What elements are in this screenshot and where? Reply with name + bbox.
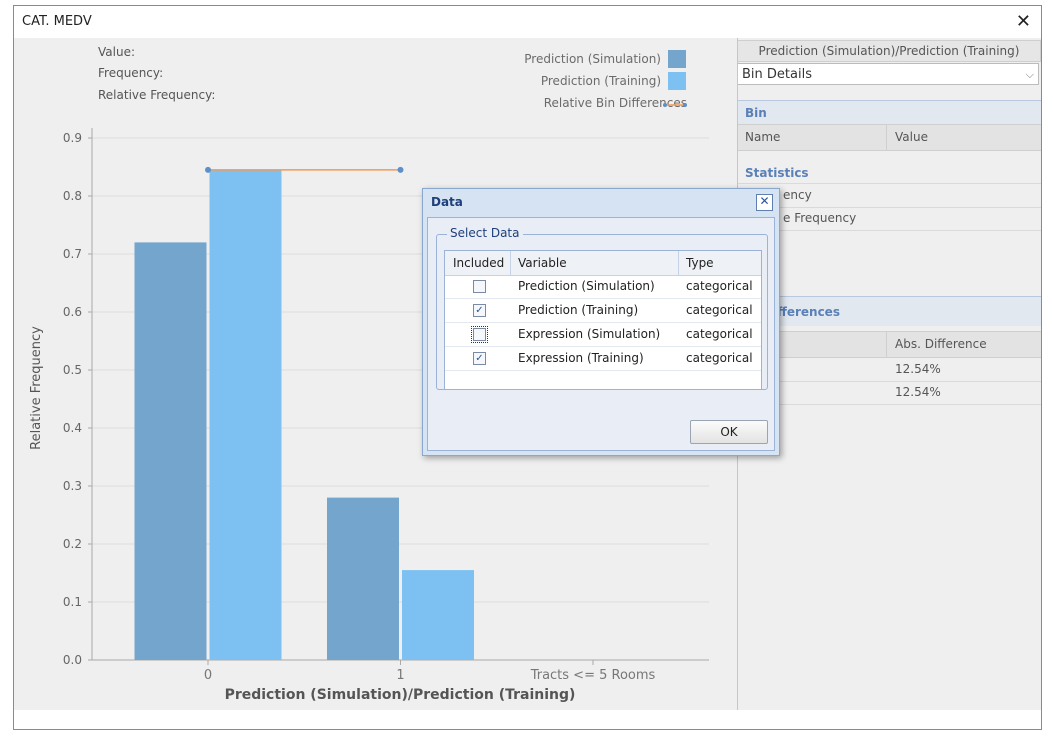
info-frequency-label: Frequency: <box>98 66 164 80</box>
dialog-body: Select Data Included Variable Type Predi… <box>427 217 775 451</box>
chevron-down-icon[interactable]: ⌵ <box>1025 68 1034 81</box>
type-cell: categorical <box>686 351 753 365</box>
type-cell: categorical <box>686 303 753 317</box>
divider <box>737 404 1041 405</box>
y-tick-label: 0.8 <box>63 189 82 203</box>
x-tick-label: Tracts <= 5 Rooms <box>530 668 656 683</box>
legend-label-simulation[interactable]: Prediction (Simulation) <box>524 52 661 66</box>
table-row[interactable]: ✓ Expression (Training) categorical <box>445 347 761 371</box>
variable-cell: Prediction (Training) <box>518 303 639 317</box>
stat-row-frequency: ency <box>783 188 812 202</box>
y-tick-label: 0.9 <box>63 131 82 145</box>
y-tick-label: 0.6 <box>63 305 82 319</box>
variable-cell: Expression (Simulation) <box>518 327 661 341</box>
legend-swatch-training <box>668 72 686 90</box>
ok-button[interactable]: OK <box>690 420 768 444</box>
panel-header: Prediction (Simulation)/Prediction (Trai… <box>737 40 1041 62</box>
data-grid: Included Variable Type Prediction (Simul… <box>444 250 762 390</box>
col-variable[interactable]: Variable <box>518 256 567 270</box>
stat-row-relative-frequency: e Frequency <box>783 211 857 225</box>
table-row[interactable]: ✓ Prediction (Training) categorical <box>445 299 761 323</box>
details-select[interactable]: Bin Details ⌵ <box>737 63 1039 85</box>
bar-chart: 0.0 0.1 0.2 0.3 0.4 0.5 0.6 0.7 0.8 0.9 0 1 Tracts <… <box>29 128 709 703</box>
divider <box>737 230 1041 231</box>
details-panel: Prediction (Simulation)/Prediction (Trai… <box>737 38 1041 710</box>
bin-col-value: Value <box>895 130 928 144</box>
y-tick-label: 0.2 <box>63 537 82 551</box>
bar-simulation <box>327 497 399 660</box>
difference-point <box>397 166 404 173</box>
chart-window: CAT. MEDV ✕ Value: Frequency: Relative F… <box>13 5 1042 730</box>
title-bar: CAT. MEDV ✕ <box>14 6 1041 38</box>
info-relative-frequency-label: Relative Frequency: <box>98 88 216 102</box>
section-statistics: Statistics <box>745 166 809 180</box>
y-tick-label: 0.3 <box>63 479 82 493</box>
close-icon[interactable]: ✕ <box>1015 11 1031 32</box>
y-tick-label: 0.1 <box>63 595 82 609</box>
section-differences: ifferences <box>737 296 1041 326</box>
y-tick-label: 0.4 <box>63 421 82 435</box>
dialog-title: Data <box>431 195 463 209</box>
group-label: Select Data <box>447 226 523 240</box>
info-value-label: Value: <box>98 45 135 59</box>
table-row[interactable]: Prediction (Simulation) categorical <box>445 275 761 299</box>
data-dialog: Data ✕ Select Data Included Variable Typ… <box>422 188 780 456</box>
y-tick-label: 0.5 <box>63 363 82 377</box>
divider <box>737 207 1041 208</box>
dialog-close-icon[interactable]: ✕ <box>756 194 773 211</box>
bar-training <box>209 169 282 660</box>
type-cell: categorical <box>686 279 753 293</box>
included-checkbox[interactable] <box>473 280 486 293</box>
section-bin: Bin <box>737 100 1041 124</box>
x-tick-label: 1 <box>396 668 404 683</box>
x-tick-label: 0 <box>204 668 212 683</box>
y-tick-label: 0.7 <box>63 247 82 261</box>
divider <box>737 381 1041 382</box>
variable-cell: Prediction (Simulation) <box>518 279 655 293</box>
difference-point <box>205 166 211 173</box>
x-axis-label: Prediction (Simulation)/Prediction (Trai… <box>225 687 576 703</box>
bin-col-name: Name <box>745 130 781 144</box>
included-checkbox[interactable]: ✓ <box>473 352 486 365</box>
variable-cell: Expression (Training) <box>518 351 644 365</box>
bin-column-header: Name Value <box>737 124 1041 151</box>
diff-value: 12.54% <box>895 385 941 399</box>
section-differences-label: ifferences <box>773 305 840 319</box>
legend-label-differences[interactable]: Relative Bin Differences <box>543 96 687 110</box>
divider <box>737 183 1041 184</box>
select-data-group: Select Data Included Variable Type Predi… <box>436 226 768 390</box>
details-select-value: Bin Details <box>742 67 812 82</box>
col-included[interactable]: Included <box>453 256 505 270</box>
diff-column-header: Abs. Difference <box>737 331 1041 358</box>
legend-line-differences <box>663 103 687 107</box>
included-checkbox[interactable] <box>471 326 488 343</box>
type-cell: categorical <box>686 327 753 341</box>
y-axis-label: Relative Frequency <box>29 326 44 450</box>
diff-value: 12.54% <box>895 362 941 376</box>
legend-label-training[interactable]: Prediction (Training) <box>540 74 661 88</box>
table-row[interactable]: Expression (Simulation) categorical <box>445 323 761 347</box>
bar-simulation <box>134 242 207 660</box>
window-title: CAT. MEDV <box>22 14 92 29</box>
y-tick-label: 0.0 <box>63 653 82 667</box>
bar-training <box>402 570 474 660</box>
col-type[interactable]: Type <box>686 256 714 270</box>
included-checkbox[interactable]: ✓ <box>473 304 486 317</box>
diff-col-abs-difference: Abs. Difference <box>895 337 987 351</box>
grid-header: Included Variable Type <box>445 251 761 276</box>
legend-swatch-simulation <box>668 50 686 68</box>
